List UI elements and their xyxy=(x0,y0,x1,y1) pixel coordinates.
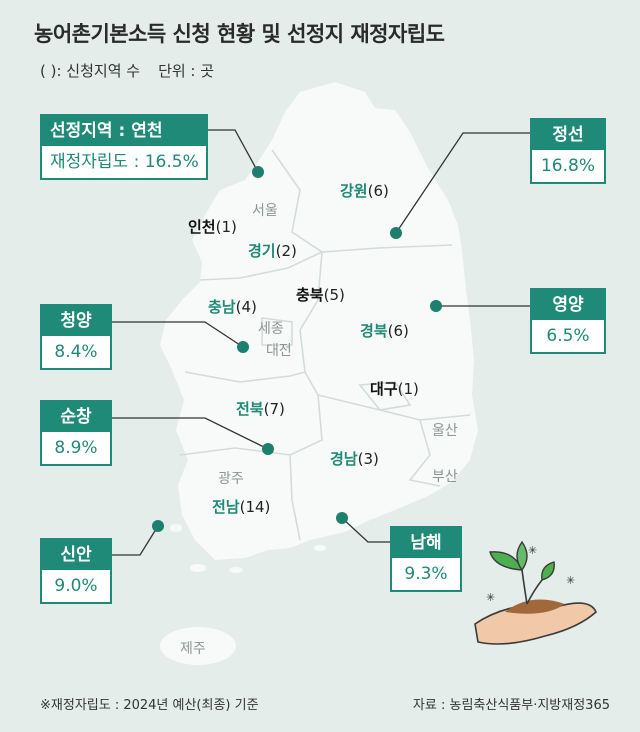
callout-sunchang-label: 순창 xyxy=(42,402,110,432)
callout-yeongyang: 영양 6.5% xyxy=(530,288,606,354)
dot-sinan xyxy=(152,520,164,532)
region-daegu: 대구(1) xyxy=(370,380,419,398)
dot-sunchang xyxy=(262,443,274,455)
callout-sinan-label: 신안 xyxy=(42,540,110,570)
leader-yeoncheon xyxy=(205,129,259,173)
border-gyeonggi-chungnam xyxy=(199,251,323,281)
svg-text:✳: ✳ xyxy=(566,574,575,587)
leader-namhae xyxy=(341,517,390,543)
city-seoul: 서울 xyxy=(252,203,278,219)
leader-sunchang xyxy=(110,417,269,450)
island xyxy=(190,564,206,572)
callout-jeongseon-label: 정선 xyxy=(532,120,604,150)
callout-cheongyang: 청양 8.4% xyxy=(40,304,112,370)
source-credit: 자료 : 농림축산식품부·지방재정365 xyxy=(412,698,610,713)
svg-text:✳: ✳ xyxy=(486,591,495,604)
region-chungbuk: 충북(5) xyxy=(296,286,345,304)
jeju-island xyxy=(160,627,236,665)
callout-yeoncheon-label: 선정지역 : 연천 xyxy=(42,116,206,146)
city-ulsan: 울산 xyxy=(432,423,458,439)
callout-namhae: 남해 9.3% xyxy=(390,526,462,592)
border-ulsan-busan xyxy=(408,419,441,487)
city-busan: 부산 xyxy=(432,469,458,485)
dot-yeoncheon xyxy=(252,166,264,178)
leader-sinan xyxy=(110,525,159,556)
mainland-shape xyxy=(160,82,478,560)
island xyxy=(229,567,243,573)
border-gangwon xyxy=(271,149,453,253)
border-gyeongbuk-gyeongnam xyxy=(317,394,471,421)
legend-paren-note: ( ): 신청지역 수 xyxy=(40,62,141,80)
city-jeju: 제주 xyxy=(180,641,206,657)
border-jeonbuk-jeonnam xyxy=(179,447,291,456)
callout-cheongyang-label: 청양 xyxy=(42,306,110,336)
leader-cheongyang xyxy=(110,321,244,348)
callout-jeongseon: 정선 16.8% xyxy=(530,118,606,184)
region-incheon: 인천(1) xyxy=(188,218,237,236)
callout-sinan: 신안 9.0% xyxy=(40,538,112,604)
callout-namhae-label: 남해 xyxy=(392,528,460,558)
border-gyeongnam xyxy=(289,394,323,541)
legend: ( ): 신청지역 수 단위 : 곳 xyxy=(40,60,214,81)
dot-namhae xyxy=(336,512,348,524)
island xyxy=(314,545,326,551)
border-chungnam-jeonbuk xyxy=(184,371,306,383)
callout-sinan-value: 9.0% xyxy=(54,576,98,596)
seedling-hand-illustration: ✳ ✳ ✳ xyxy=(474,540,597,645)
region-gyeongnam: 경남(3) xyxy=(330,450,379,468)
callout-yeoncheon-value: 재정자립도 : 16.5% xyxy=(50,152,199,172)
footnote: ※재정자립도 : 2024년 예산(최종) 기준 xyxy=(40,698,259,713)
dot-yeongyang xyxy=(430,300,442,312)
region-gyeonggi: 경기(2) xyxy=(248,242,297,260)
callout-namhae-value: 9.3% xyxy=(404,564,448,584)
region-gangwon: 강원(6) xyxy=(340,182,389,200)
callout-yeongyang-label: 영양 xyxy=(532,290,604,320)
region-jeonbuk: 전북(7) xyxy=(236,400,285,418)
legend-unit: 단위 : 곳 xyxy=(158,62,215,80)
callout-jeongseon-value: 16.8% xyxy=(540,156,595,176)
region-gyeongbuk: 경북(6) xyxy=(360,322,409,340)
region-jeonnam: 전남(14) xyxy=(212,498,271,516)
svg-text:✳: ✳ xyxy=(528,544,537,557)
city-sejong: 세종 xyxy=(258,321,284,337)
border-chungbuk-gyeongbuk xyxy=(299,251,323,396)
callout-yeoncheon: 선정지역 : 연천 재정자립도 : 16.5% xyxy=(40,114,208,180)
callout-sunchang-value: 8.9% xyxy=(54,438,98,458)
leader-jeongseon xyxy=(395,132,530,234)
dot-jeongseon xyxy=(390,227,402,239)
callout-cheongyang-value: 8.4% xyxy=(54,342,98,362)
border-sejong xyxy=(261,317,293,346)
callout-yeongyang-value: 6.5% xyxy=(546,326,590,346)
page-title: 농어촌기본소득 신청 현황 및 선정지 재정자립도 xyxy=(34,22,445,46)
island xyxy=(170,524,182,532)
callout-sunchang: 순창 8.9% xyxy=(40,400,112,466)
border-daegu xyxy=(358,381,412,411)
region-chungnam: 충남(4) xyxy=(208,298,257,316)
city-gwangju: 광주 xyxy=(218,471,244,487)
dot-cheongyang xyxy=(237,341,249,353)
city-daejeon: 대전 xyxy=(266,343,292,359)
